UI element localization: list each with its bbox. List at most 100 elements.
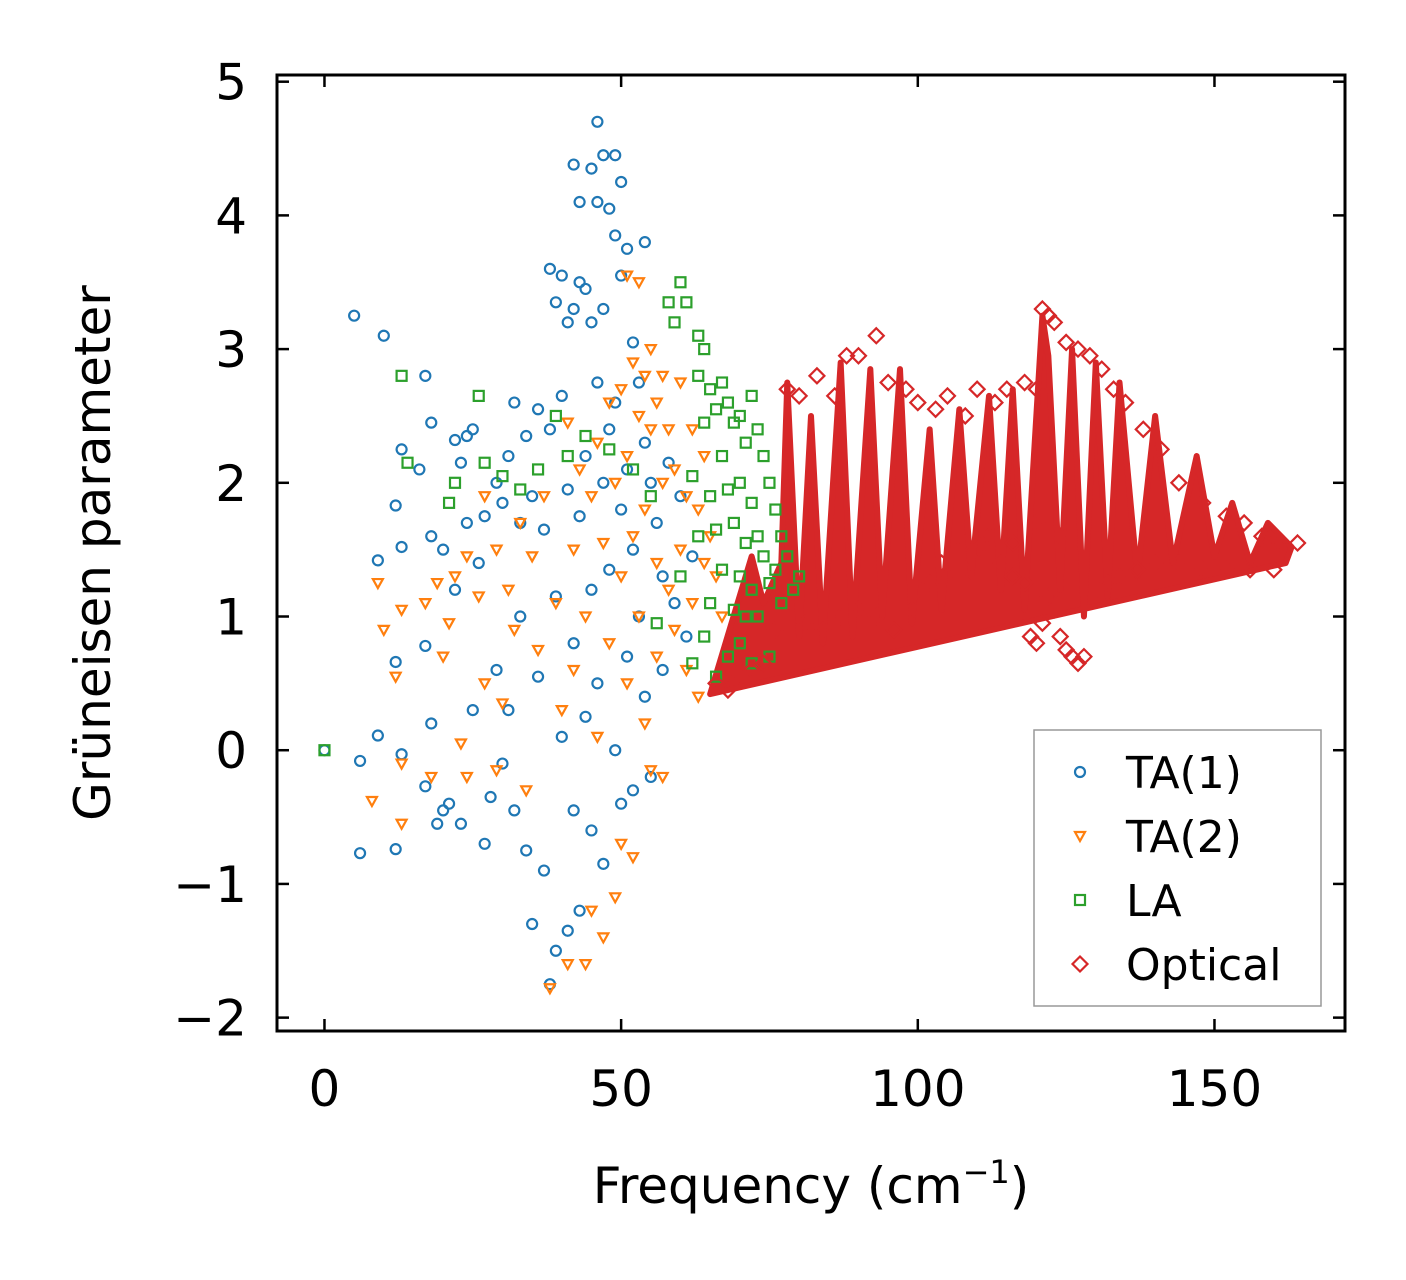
legend: TA(1) TA(2) LA Optical [1033, 729, 1322, 1007]
data-point [704, 597, 717, 610]
data-point [615, 175, 628, 189]
data-point [763, 576, 776, 590]
data-point [656, 570, 669, 583]
data-point [766, 620, 785, 639]
data-point [597, 476, 610, 489]
series-ta-1 [318, 115, 699, 991]
data-point [674, 570, 687, 583]
data-point [1235, 513, 1254, 532]
data-point [376, 624, 391, 638]
data-point [460, 429, 473, 443]
data-point [353, 847, 367, 860]
data-point [478, 456, 491, 469]
data-point [585, 316, 598, 329]
data-point [603, 443, 616, 456]
data-point [371, 729, 384, 742]
data-point [561, 449, 574, 463]
data-point [686, 550, 699, 563]
data-point [377, 329, 390, 342]
data-point [979, 527, 999, 546]
data-point [543, 423, 557, 436]
data-point [796, 614, 815, 633]
data-point [348, 309, 361, 322]
data-point [425, 717, 438, 730]
data-point [484, 790, 497, 804]
data-point [742, 660, 761, 680]
data-point [626, 852, 640, 865]
data-point [691, 504, 706, 517]
data-point [985, 393, 1004, 412]
data-point [673, 377, 688, 390]
data-point [584, 905, 599, 918]
data-point [590, 437, 605, 450]
data-point [448, 476, 462, 489]
data-point [745, 583, 758, 596]
x-axis-label: Frequency (cm−1) [593, 1153, 1030, 1215]
scatter-markers [318, 115, 1307, 996]
data-point [549, 296, 562, 309]
data-point [614, 571, 629, 584]
data-point [578, 611, 593, 624]
data-point [590, 731, 605, 745]
data-point [739, 436, 752, 449]
data-point [489, 544, 504, 557]
legend-label: LA [1126, 876, 1182, 927]
data-point [567, 302, 580, 316]
data-point [1045, 600, 1064, 619]
data-point [733, 476, 746, 489]
data-point [685, 598, 700, 611]
data-point [644, 490, 657, 503]
data-point [632, 611, 646, 624]
data-point [727, 603, 740, 616]
y-tick-label: 1 [215, 589, 247, 647]
optical-cloud [707, 312, 1295, 698]
data-point [603, 423, 616, 436]
data-point [709, 403, 723, 416]
data-point [727, 516, 740, 530]
data-point [673, 544, 688, 557]
data-point [769, 503, 782, 516]
data-point [531, 644, 545, 658]
data-point [715, 563, 729, 576]
data-point [739, 610, 752, 623]
data-point [879, 373, 898, 392]
data-point [807, 366, 826, 385]
data-point [1045, 313, 1064, 332]
data-point [668, 597, 681, 610]
data-point [637, 718, 652, 731]
data-point [472, 556, 485, 570]
data-point [537, 491, 551, 504]
data-point [692, 530, 705, 543]
data-point [608, 477, 623, 491]
legend-label: Optical [1126, 940, 1281, 991]
data-point [1146, 553, 1165, 573]
data-point [1110, 567, 1129, 586]
data-point [531, 463, 545, 476]
data-point [508, 804, 521, 817]
data-point [394, 818, 409, 832]
data-point [555, 389, 568, 402]
data-point [698, 630, 711, 643]
data-point [644, 770, 657, 784]
data-point [638, 690, 651, 703]
legend-marker [1073, 765, 1087, 779]
data-point [637, 504, 652, 517]
data-point [537, 523, 551, 536]
data-point [614, 838, 629, 852]
data-point [849, 346, 868, 365]
legend-label: TA(2) [1125, 812, 1242, 863]
data-point [549, 944, 562, 957]
data-point [478, 837, 491, 850]
data-point [1033, 614, 1052, 633]
data-point [902, 600, 921, 619]
data-point [867, 607, 886, 626]
data-point [591, 376, 604, 389]
data-point [526, 490, 539, 503]
data-point [661, 424, 676, 437]
data-point [394, 604, 409, 618]
data-point [739, 536, 752, 550]
data-point [596, 537, 611, 551]
data-point [685, 424, 700, 437]
data-point [680, 296, 693, 309]
data-point [775, 597, 788, 610]
